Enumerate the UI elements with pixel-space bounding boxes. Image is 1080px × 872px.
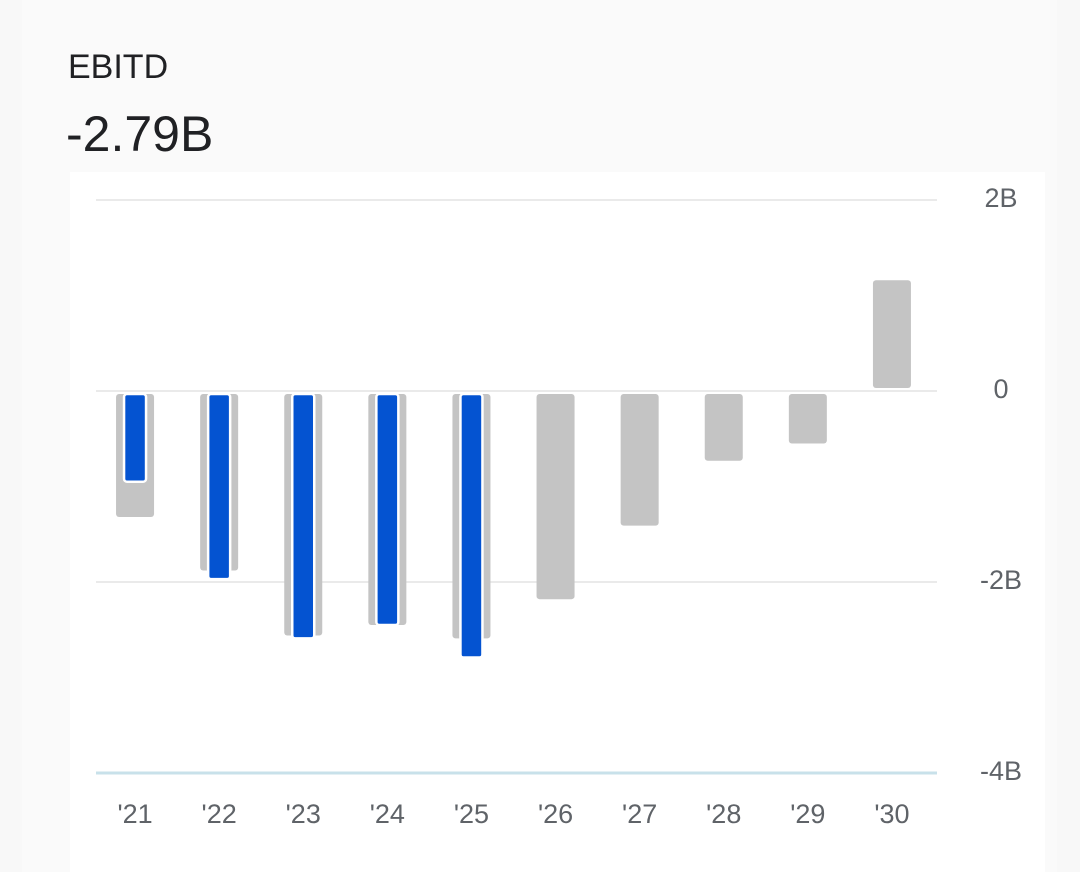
- bar: [375, 392, 400, 627]
- x-tick-label: '21: [117, 799, 152, 829]
- y-tick-label: 0: [993, 374, 1008, 404]
- x-tick-label: '29: [790, 799, 825, 829]
- y-tick-label: 2B: [984, 183, 1017, 213]
- bar: [788, 394, 827, 444]
- bar: [459, 392, 484, 659]
- bar: [704, 394, 743, 461]
- bar: [122, 392, 148, 483]
- bar: [536, 394, 575, 600]
- bar: [206, 392, 232, 581]
- y-tick-label: -4B: [980, 756, 1022, 786]
- chart-title: EBITD: [68, 48, 168, 86]
- bar: [620, 394, 659, 526]
- y-tick-label: -2B: [980, 565, 1022, 595]
- headline-value: -2.79B: [66, 106, 213, 162]
- x-tick-label: '27: [622, 799, 657, 829]
- bar: [291, 392, 316, 640]
- x-tick-label: '26: [538, 799, 573, 829]
- x-tick-label: '28: [706, 799, 741, 829]
- x-tick-label: '25: [454, 799, 489, 829]
- x-tick-label: '24: [370, 799, 405, 829]
- x-tick-label: '30: [874, 799, 909, 829]
- x-tick-label: '23: [286, 799, 321, 829]
- x-tick-label: '22: [202, 799, 237, 829]
- bar: [872, 280, 911, 388]
